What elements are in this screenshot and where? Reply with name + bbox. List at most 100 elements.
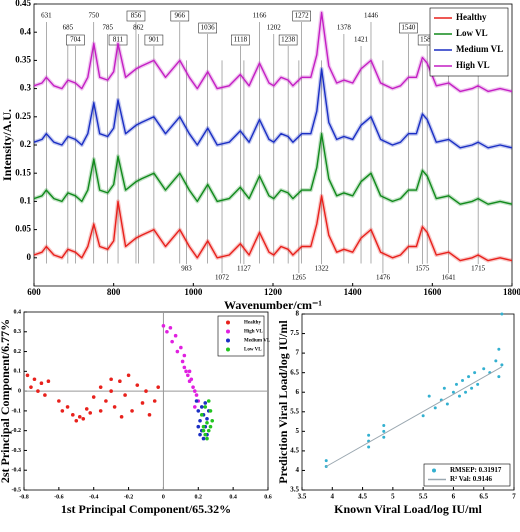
point <box>175 349 180 354</box>
point <box>205 436 209 441</box>
point <box>210 418 215 423</box>
point <box>135 383 140 387</box>
point <box>130 409 134 413</box>
point <box>382 423 386 427</box>
y-tick-label: 3.5 <box>290 486 299 494</box>
y-tick-label: 7.5 <box>290 329 299 337</box>
point <box>194 399 199 403</box>
point <box>497 375 501 379</box>
point <box>494 359 498 363</box>
legend-swatch <box>226 338 230 343</box>
point <box>118 379 122 384</box>
point <box>173 333 178 338</box>
point <box>140 401 145 405</box>
x-tick-label: 1400 <box>344 287 363 297</box>
peak-box <box>231 34 250 46</box>
peak-label: 901 <box>149 36 160 44</box>
x-tick-label: 6 <box>452 493 456 501</box>
point <box>46 379 51 384</box>
peak-box <box>292 10 311 22</box>
x-tick-label: 6.5 <box>479 493 488 501</box>
point <box>206 428 211 433</box>
peak-label: 1322 <box>315 265 330 273</box>
peak-label: 966 <box>175 12 186 20</box>
peak-box <box>399 22 418 34</box>
peak-label: 983 <box>181 265 192 273</box>
point <box>382 435 386 439</box>
peak-label: 1540 <box>401 24 416 32</box>
y-tick-label: 0.2 <box>20 139 32 149</box>
point <box>60 409 65 413</box>
y-tick-label: 0.3 <box>20 83 32 93</box>
point <box>461 378 465 382</box>
y-tick-label: 0.45 <box>15 0 31 8</box>
peak-label: 1166 <box>253 12 267 20</box>
y-tick-label: 6.5 <box>290 368 299 376</box>
point <box>179 345 183 350</box>
point <box>442 386 446 390</box>
peak-label: 1641 <box>442 274 457 282</box>
point <box>194 393 199 397</box>
peak-box <box>66 34 85 46</box>
point <box>199 405 204 409</box>
peak-label: 1421 <box>354 36 369 44</box>
point <box>161 324 166 328</box>
point <box>464 390 468 394</box>
y-tick-label: -0.4 <box>12 468 22 474</box>
point <box>201 424 206 429</box>
y-tick-label: 0.1 <box>20 195 32 205</box>
peak-box <box>144 34 164 46</box>
spectrum-line <box>33 133 513 205</box>
point <box>180 359 185 364</box>
point <box>156 385 160 389</box>
legend-label: Healthy <box>456 12 487 22</box>
legend-box <box>217 315 265 357</box>
x-tick-label: -0.8 <box>19 494 29 500</box>
point <box>451 390 455 394</box>
y-tick-label: 5.5 <box>290 407 299 415</box>
point <box>205 417 209 421</box>
y-tick-label: 0.4 <box>14 309 22 315</box>
y-tick-label: 7 <box>296 349 300 357</box>
point <box>208 424 213 429</box>
x-tick-label: 3.5 <box>298 493 307 501</box>
point <box>203 432 208 437</box>
y-tick-label: -0.3 <box>12 448 22 454</box>
peak-label: 1036 <box>201 24 216 32</box>
plot-frame <box>301 313 515 491</box>
point <box>98 385 103 389</box>
point <box>445 402 449 406</box>
point <box>199 413 204 417</box>
y-tick-label: 4.5 <box>290 446 299 454</box>
legend-label: Medium VL <box>244 339 271 344</box>
point <box>25 373 30 378</box>
y-tick-label: 0.35 <box>15 54 31 64</box>
point <box>470 386 474 390</box>
point <box>500 363 504 367</box>
point <box>109 377 113 382</box>
x-tick-label: 600 <box>27 287 41 297</box>
x-axis-title: Known Viral Load/log IU/ml <box>334 502 482 516</box>
point <box>112 405 117 409</box>
peak-label: 1238 <box>281 36 296 44</box>
point <box>187 369 192 374</box>
point <box>77 415 82 419</box>
point <box>201 428 206 433</box>
peak-label: 1587 <box>420 36 435 44</box>
peak-label: 1715 <box>471 265 486 273</box>
point <box>91 395 96 399</box>
x-tick-label: 0.2 <box>195 494 203 500</box>
legend-swatch <box>226 347 230 352</box>
point <box>473 371 477 375</box>
peak-box <box>170 10 190 22</box>
legend-swatch <box>226 320 230 325</box>
peak-label: 1127 <box>237 265 251 273</box>
y-tick-label: 0.2 <box>14 349 22 355</box>
point <box>205 420 209 425</box>
x-tick-label: 5.5 <box>419 493 428 501</box>
point <box>382 429 386 433</box>
point <box>454 382 458 386</box>
point <box>367 433 371 437</box>
y-tick-label: 8 <box>296 310 300 318</box>
